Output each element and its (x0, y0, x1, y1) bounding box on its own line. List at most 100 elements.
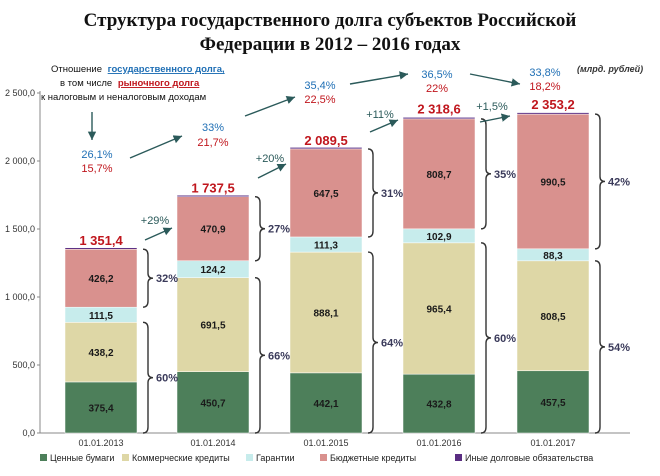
data-label-commercial: 965,4 (426, 304, 451, 315)
growth-label: +29% (141, 215, 170, 227)
budget-brace (142, 248, 154, 308)
growth-arrow (369, 119, 399, 133)
bars: 375,4 438,2 111,5 426,2 01.01.2013 1 351,4 450… (64, 97, 590, 448)
legend-swatch-budget (320, 454, 327, 461)
market-brace (594, 260, 606, 434)
data-label-budget: 470,9 (200, 225, 225, 236)
bar-segment-other (176, 194, 250, 197)
legend-label-securities: Ценные бумаги (50, 453, 114, 463)
data-label-securities: 450,7 (200, 398, 225, 409)
legend-label-other: Иные долговые обязательства (465, 453, 593, 463)
bar-segment-securities (516, 370, 590, 434)
market-debt-to-revenue-label: 18,2% (529, 81, 560, 93)
budget-share-label: 32% (156, 273, 178, 285)
y-tick-label: 2 500,0 (5, 88, 35, 98)
budget-brace (254, 196, 266, 262)
bar-segment-securities (402, 373, 476, 434)
market-debt-to-revenue-label: 22% (426, 83, 448, 95)
budget-brace (480, 118, 492, 230)
debt-to-revenue-label: 35,4% (304, 80, 335, 92)
bar-segment-commercial (176, 277, 250, 372)
legend-label-budget: Бюджетные кредиты (330, 453, 416, 463)
debt-to-revenue-label: 33% (202, 122, 224, 134)
note-line1-prefix: Отношение (51, 64, 102, 75)
budget-brace (367, 148, 379, 238)
budget-share-label: 31% (381, 188, 403, 200)
growth-arrow (479, 113, 511, 123)
bar-segment-commercial (64, 322, 138, 383)
bar-segment-budget (516, 113, 590, 250)
growth-label: +11% (366, 109, 394, 121)
annotations: 60% 32% 66% 27% 64% 31% 60% 35% 54% 42% 26,1% 15,7%… (81, 67, 630, 434)
x-tick-label: 01.01.2013 (78, 438, 123, 448)
bar-segment-other (402, 117, 476, 120)
bar-segment-budget (64, 248, 138, 308)
debt-to-revenue-label: 33,8% (529, 67, 560, 79)
data-label-securities: 442,1 (313, 399, 338, 410)
bar-segment-commercial (289, 251, 363, 374)
legend: Ценные бумаги Коммерческие кредиты Гаранти… (40, 453, 593, 463)
data-label-securities: 432,8 (426, 400, 451, 411)
bar-segment-other (64, 247, 138, 250)
bar-segment-commercial (516, 260, 590, 372)
bar-segment-budget (402, 118, 476, 230)
trend-arrow (349, 71, 409, 85)
growth-arrow (257, 163, 287, 179)
bar-segment-budget (289, 148, 363, 238)
data-label-commercial: 691,5 (200, 321, 225, 332)
bar-segment-securities (176, 371, 250, 434)
data-label-commercial: 888,1 (313, 308, 338, 319)
note-line1-link: государственного долга (108, 64, 223, 75)
note-line1: Отношение государственного долга, (51, 64, 225, 75)
x-tick-label: 01.01.2014 (190, 438, 235, 448)
total-label: 1 737,5 (191, 181, 234, 196)
data-label-budget: 647,5 (313, 189, 338, 200)
trend-arrow (129, 135, 183, 159)
total-label: 2 318,6 (417, 102, 460, 117)
market-debt-to-revenue-label: 21,7% (197, 137, 228, 149)
bar-segment-other (289, 147, 363, 150)
bar-segment-budget (176, 196, 250, 262)
market-debt-to-revenue-label: 15,7% (81, 163, 112, 175)
budget-brace (594, 113, 606, 250)
data-label-commercial: 438,2 (88, 348, 113, 359)
y-tick-label: 500,0 (12, 360, 35, 370)
y-tick-label: 2 000,0 (5, 156, 35, 166)
data-label-budget: 808,7 (426, 170, 451, 181)
legend-swatch-other (455, 454, 462, 461)
y-tick-label: 0,0 (22, 428, 35, 438)
legend-swatch-commercial (122, 454, 129, 461)
total-label: 2 089,5 (304, 133, 347, 148)
legend-swatch-securities (40, 454, 47, 461)
total-label: 2 353,2 (531, 97, 574, 112)
legend-swatch-guarantees (246, 454, 253, 461)
data-label-guarantees: 102,9 (426, 232, 451, 243)
budget-share-label: 27% (268, 224, 290, 236)
x-tick-label: 01.01.2017 (530, 438, 575, 448)
y-tick-label: 1 000,0 (5, 292, 35, 302)
x-tick-label: 01.01.2015 (303, 438, 348, 448)
data-label-commercial: 808,5 (540, 312, 565, 323)
market-share-label: 54% (608, 342, 630, 354)
bar-segment-commercial (402, 242, 476, 375)
market-brace (254, 276, 266, 434)
data-label-securities: 375,4 (88, 403, 113, 414)
total-label: 1 351,4 (79, 233, 123, 248)
data-label-guarantees: 111,5 (89, 311, 113, 322)
data-label-guarantees: 111,3 (314, 241, 338, 252)
trend-arrow (469, 73, 521, 87)
data-label-budget: 426,2 (88, 274, 113, 285)
bar-segment-securities (289, 372, 363, 434)
legend-label-guarantees: Гарантии (256, 453, 295, 463)
note-line2: в том числе рыночного долга (60, 78, 200, 89)
note-line3: к налоговым и неналоговым доходам (41, 92, 206, 103)
budget-share-label: 42% (608, 176, 630, 188)
market-share-label: 66% (268, 350, 290, 362)
growth-arrow (144, 227, 173, 241)
market-share-label: 64% (381, 338, 403, 350)
data-label-securities: 457,5 (540, 398, 565, 409)
units-label: (млрд. рублей) (577, 64, 643, 74)
market-brace (367, 251, 379, 434)
market-brace (480, 242, 492, 434)
